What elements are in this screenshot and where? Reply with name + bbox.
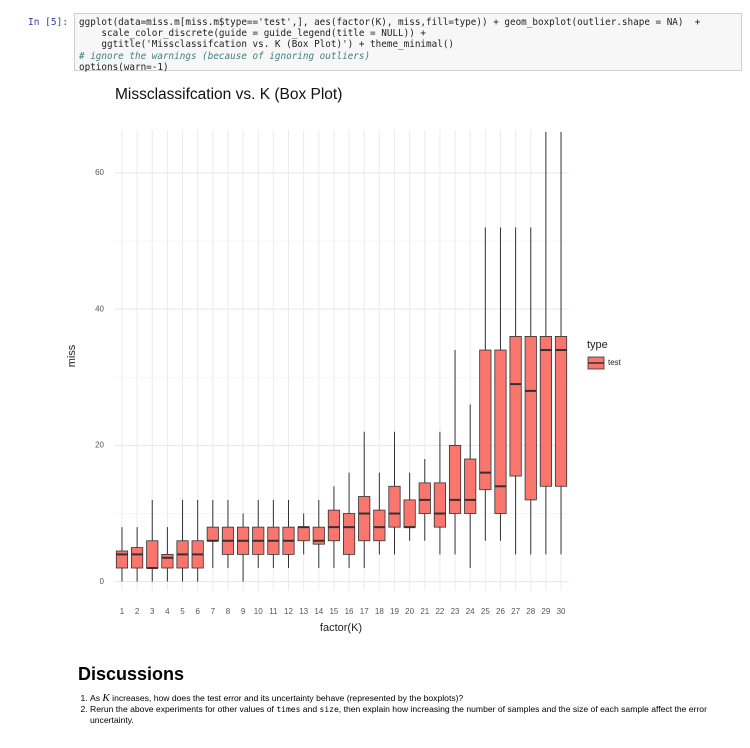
x-tick-label: 30: [557, 607, 566, 616]
x-tick-label: 12: [284, 607, 293, 616]
x-tick-label: 18: [375, 607, 384, 616]
x-tick-label: 16: [345, 607, 354, 616]
question: Rerun the above experiments for other va…: [90, 704, 738, 726]
code-line: ggtitle('Missclassifcation vs. K (Box Pl…: [79, 39, 455, 51]
legend-label: test: [608, 358, 622, 367]
x-tick-label: 25: [481, 607, 490, 616]
markdown-cell: Discussions As K increases, how does the…: [78, 664, 738, 726]
box: [342, 513, 356, 555]
question: As K increases, how does the test error …: [90, 693, 738, 704]
x-tick-label: 24: [466, 607, 475, 616]
y-tick-label: 60: [95, 168, 104, 177]
box: [312, 526, 325, 545]
text: and: [300, 704, 320, 714]
x-tick-label: 26: [496, 607, 505, 616]
y-tick-label: 40: [95, 304, 104, 313]
code-cell[interactable]: ggplot(data=miss.m[miss.m$type=='test',]…: [74, 13, 742, 73]
heading: Discussions: [78, 664, 185, 684]
x-tick-label: 4: [165, 607, 170, 616]
code: times: [276, 705, 301, 714]
x-tick-label: 27: [511, 607, 520, 616]
x-tick-label: 1: [120, 607, 125, 616]
box: [388, 485, 401, 528]
box: [418, 482, 431, 514]
math: K: [102, 692, 110, 704]
code-comment: # ignore the warnings (because of ignori…: [79, 50, 371, 62]
x-tick-label: 5: [180, 607, 185, 616]
x-tick-label: 19: [390, 607, 399, 616]
x-tick-label: 23: [451, 607, 460, 616]
box: [494, 349, 507, 514]
x-tick-label: 10: [254, 607, 263, 616]
x-tick-label: 28: [526, 607, 535, 616]
text: Rerun the above experiments for other va…: [90, 704, 277, 714]
x-tick-label: 17: [360, 607, 369, 616]
text: As: [90, 693, 103, 703]
box: [161, 553, 174, 569]
box: [146, 540, 159, 569]
box: [131, 547, 144, 569]
x-tick-label: 7: [211, 607, 216, 616]
x-tick-label: 20: [405, 607, 414, 616]
y-tick-label: 0: [100, 577, 105, 586]
x-tick-label: 11: [269, 607, 278, 616]
box: [539, 336, 552, 487]
x-tick-label: 6: [195, 607, 200, 616]
box: [554, 336, 568, 487]
box: [327, 509, 341, 542]
text: increases, how does the test error and i…: [109, 693, 464, 703]
x-axis-label: factor(K): [320, 622, 362, 634]
chart: Missclassifcation vs. K (Box Plot) facto…: [66, 86, 622, 634]
code-line: options(warn=-1): [79, 61, 169, 73]
x-tick-label: 2: [135, 607, 140, 616]
x-tick-label: 9: [241, 607, 246, 616]
legend-title: type: [587, 339, 608, 351]
x-tick-label: 29: [541, 607, 550, 616]
chart-title: Missclassifcation vs. K (Box Plot): [115, 86, 342, 103]
cell-prompt: In [5]:: [28, 17, 69, 28]
box: [448, 445, 462, 514]
x-tick-label: 22: [435, 607, 444, 616]
y-axis-label: miss: [66, 344, 78, 367]
question-list: As K increases, how does the test error …: [78, 693, 738, 726]
code-line: scale_color_discrete(guide = guide_legen…: [79, 28, 427, 40]
x-tick-label: 15: [329, 607, 338, 616]
box: [358, 496, 371, 542]
x-tick-label: 13: [299, 607, 308, 616]
x-tick-label: 21: [420, 607, 429, 616]
x-tick-label: 3: [150, 607, 155, 616]
code-line: ggplot(data=miss.m[miss.m$type=='test',]…: [79, 17, 701, 28]
box: [297, 526, 310, 542]
x-tick-label: 14: [314, 607, 323, 616]
box: [403, 499, 416, 528]
box: [509, 336, 522, 477]
code: size: [319, 705, 339, 714]
text: , then explain how increasing the number…: [90, 704, 707, 725]
box: [206, 526, 219, 542]
box: [524, 336, 537, 501]
box: [464, 458, 477, 514]
box: [115, 550, 129, 569]
box: [433, 482, 446, 528]
box: [479, 349, 492, 491]
y-tick-label: 20: [95, 441, 104, 450]
box: [373, 509, 386, 542]
x-tick-label: 8: [226, 607, 231, 616]
